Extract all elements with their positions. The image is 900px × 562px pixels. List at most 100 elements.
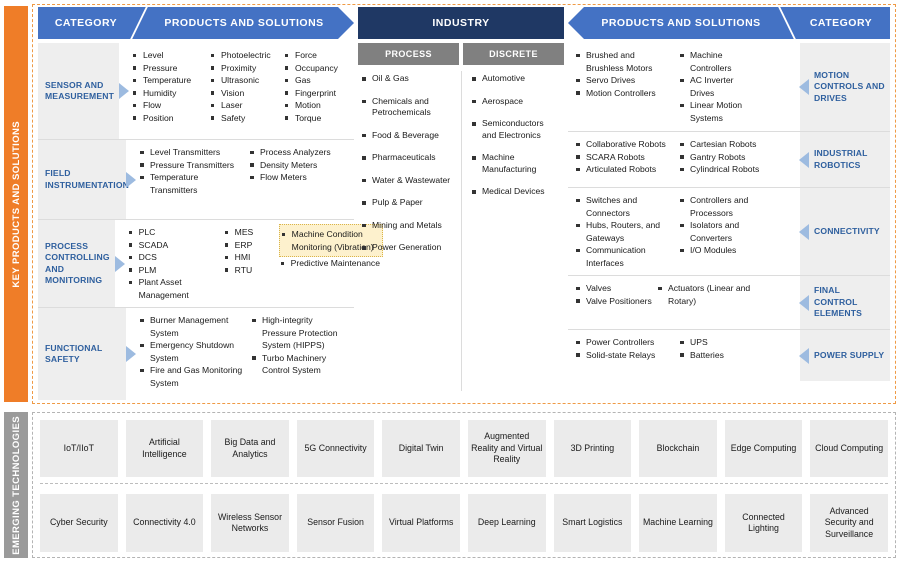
list-item[interactable]: Density Meters — [250, 159, 340, 172]
list-item[interactable]: PLM — [128, 264, 219, 277]
tech-cell[interactable]: 3D Printing — [553, 420, 632, 477]
list-item[interactable]: Level — [132, 49, 205, 62]
tech-cell[interactable]: Augmented Reality and Virtual Reality — [467, 420, 546, 477]
category-box[interactable]: SENSOR AND MEASUREMENT — [38, 43, 129, 139]
list-item[interactable]: Turbo Machinery Control System — [252, 352, 346, 377]
list-item[interactable]: Gantry Robots — [680, 151, 760, 164]
category-box[interactable]: INDUSTRIAL ROBOTICS — [799, 132, 890, 187]
industry-list-item[interactable]: Water & Wastewater — [362, 175, 455, 187]
list-item[interactable]: Occupancy — [284, 62, 349, 75]
tech-cell[interactable]: Sensor Fusion — [296, 494, 375, 552]
list-item[interactable]: Fire and Gas Monitoring System — [140, 364, 246, 389]
list-item[interactable]: Machine Condition Monitoring (Vibration) — [281, 228, 377, 253]
tech-cell[interactable]: Machine Learning — [639, 494, 717, 552]
list-item[interactable]: UPS — [680, 336, 760, 349]
list-item[interactable]: Temperature — [132, 74, 205, 87]
list-item[interactable]: Level Transmitters — [140, 146, 244, 159]
category-box[interactable]: FUNCTIONAL SAFETY — [38, 308, 136, 400]
list-item[interactable]: I/O Modules — [680, 244, 760, 257]
tech-cell[interactable]: Advanced Security and Surveillance — [810, 494, 888, 552]
tech-cell[interactable]: Blockchain — [639, 420, 717, 477]
list-item[interactable]: Cartesian Robots — [680, 138, 760, 151]
list-item[interactable]: Process Analyzers — [250, 146, 340, 159]
list-item[interactable]: Emergency Shutdown System — [140, 339, 246, 364]
industry-list-item[interactable]: Pulp & Paper — [362, 197, 455, 209]
tech-cell[interactable]: Big Data and Analytics — [211, 420, 289, 477]
list-item[interactable]: Hubs, Routers, and Gateways — [576, 219, 674, 244]
list-item[interactable]: PLC — [128, 226, 219, 239]
list-item[interactable]: Plant Asset Management — [128, 276, 219, 301]
list-item[interactable]: DCS — [128, 251, 219, 264]
list-item[interactable]: Burner Management System — [140, 314, 246, 339]
category-box[interactable]: POWER SUPPLY — [799, 330, 890, 381]
list-item[interactable]: SCADA — [128, 239, 219, 252]
tech-cell[interactable]: Cyber Security — [40, 494, 118, 552]
list-item[interactable]: Brushed and Brushless Motors — [576, 49, 674, 74]
list-item[interactable]: Valve Positioners — [576, 295, 652, 308]
tech-cell[interactable]: Deep Learning — [467, 494, 546, 552]
list-item[interactable]: Position — [132, 112, 205, 125]
list-item[interactable]: Torque — [284, 112, 349, 125]
list-item[interactable]: Controllers and Processors — [680, 194, 760, 219]
tech-cell[interactable]: Artificial Intelligence — [125, 420, 204, 477]
industry-list-item[interactable]: Mining and Metals — [362, 220, 455, 232]
industry-list-item[interactable]: Power Generation — [362, 242, 455, 254]
list-item[interactable]: AC Inverter Drives — [680, 74, 760, 99]
list-item[interactable]: Linear Motion Systems — [680, 99, 760, 124]
list-item[interactable]: Valves — [576, 282, 652, 295]
tech-cell[interactable]: IoT/IIoT — [40, 420, 118, 477]
list-item[interactable]: Isolators and Converters — [680, 219, 760, 244]
list-item[interactable]: Articulated Robots — [576, 163, 674, 176]
list-item[interactable]: Flow Meters — [250, 171, 340, 184]
list-item[interactable]: Gas — [284, 74, 349, 87]
list-item[interactable]: HMI — [224, 251, 275, 264]
tech-cell[interactable]: Cloud Computing — [810, 420, 888, 477]
tech-cell[interactable]: Virtual Platforms — [382, 494, 460, 552]
list-item[interactable]: Proximity — [210, 62, 279, 75]
industry-list-item[interactable]: Semiconductors and Electronics — [472, 118, 558, 141]
tech-cell[interactable]: Connected Lighting — [724, 494, 803, 552]
industry-list-item[interactable]: Aerospace — [472, 96, 558, 108]
list-item[interactable]: Solid-state Relays — [576, 349, 674, 362]
industry-list-item[interactable]: Automotive — [472, 73, 558, 85]
industry-list-item[interactable]: Oil & Gas — [362, 73, 455, 85]
list-item[interactable]: Flow — [132, 99, 205, 112]
highlight-box[interactable]: Machine Condition Monitoring (Vibration) — [278, 224, 383, 258]
list-item[interactable]: Safety — [210, 112, 279, 125]
list-item[interactable]: Humidity — [132, 87, 205, 100]
list-item[interactable]: Force — [284, 49, 349, 62]
list-item[interactable]: Power Controllers — [576, 336, 674, 349]
list-item[interactable]: Ultrasonic — [210, 74, 279, 87]
list-item[interactable]: Temperature Transmitters — [140, 171, 244, 196]
tech-cell[interactable]: Digital Twin — [382, 420, 460, 477]
industry-list-item[interactable]: Food & Beverage — [362, 130, 455, 142]
tech-cell[interactable]: 5G Connectivity — [296, 420, 375, 477]
category-box[interactable]: FINAL CONTROL ELEMENTS — [799, 276, 890, 329]
category-box[interactable]: PROCESS CONTROLLING AND MONITORING — [38, 220, 125, 307]
list-item[interactable]: SCARA Robots — [576, 151, 674, 164]
list-item[interactable]: ERP — [224, 239, 275, 252]
category-box[interactable]: CONNECTIVITY — [799, 188, 890, 275]
list-item[interactable]: Switches and Connectors — [576, 194, 674, 219]
list-item[interactable]: Photoelectric — [210, 49, 279, 62]
list-item[interactable]: Pressure — [132, 62, 205, 75]
list-item[interactable]: Motion Controllers — [576, 87, 674, 100]
tech-cell[interactable]: Edge Computing — [724, 420, 803, 477]
list-item[interactable]: High-integrity Pressure Protection Syste… — [252, 314, 346, 352]
list-item[interactable]: MES — [224, 226, 275, 239]
list-item[interactable]: Cylindrical Robots — [680, 163, 760, 176]
list-item[interactable]: Fingerprint — [284, 87, 349, 100]
industry-list-item[interactable]: Chemicals and Petrochemicals — [362, 96, 455, 119]
tech-cell[interactable]: Smart Logistics — [553, 494, 632, 552]
list-item[interactable]: Collaborative Robots — [576, 138, 674, 151]
category-box[interactable]: MOTION CONTROLS AND DRIVES — [799, 43, 890, 131]
category-box[interactable]: FIELD INSTRUMENTATION — [38, 140, 136, 219]
list-item[interactable]: Batteries — [680, 349, 760, 362]
industry-list-item[interactable]: Pharmaceuticals — [362, 152, 455, 164]
list-item[interactable]: Laser — [210, 99, 279, 112]
list-item[interactable]: Motion — [284, 99, 349, 112]
tech-cell[interactable]: Connectivity 4.0 — [125, 494, 204, 552]
list-item[interactable]: Actuators (Linear and Rotary) — [658, 282, 760, 307]
tech-cell[interactable]: Wireless Sensor Networks — [211, 494, 289, 552]
list-item[interactable]: RTU — [224, 264, 275, 277]
